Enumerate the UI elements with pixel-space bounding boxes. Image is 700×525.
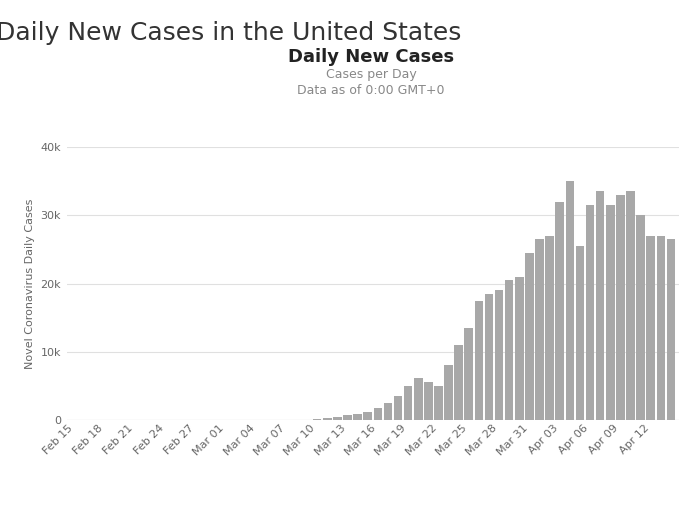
Bar <box>545 236 554 420</box>
Bar <box>414 377 423 420</box>
Text: Cases per Day: Cases per Day <box>326 68 416 81</box>
Bar <box>475 300 483 420</box>
Bar <box>434 386 442 420</box>
Bar <box>495 290 503 420</box>
Bar <box>424 382 433 420</box>
Y-axis label: Novel Coronavirus Daily Cases: Novel Coronavirus Daily Cases <box>25 198 35 369</box>
Bar <box>393 396 402 420</box>
Bar <box>636 215 645 420</box>
Bar <box>384 403 392 420</box>
Bar <box>616 195 624 420</box>
Text: Daily New Cases in the United States: Daily New Cases in the United States <box>0 21 462 45</box>
Bar <box>646 236 655 420</box>
Bar <box>465 328 473 420</box>
Bar <box>626 191 635 420</box>
Bar <box>586 205 594 420</box>
Text: Data as of 0:00 GMT+0: Data as of 0:00 GMT+0 <box>298 84 444 97</box>
Bar <box>555 202 564 420</box>
Bar <box>505 280 514 420</box>
Bar <box>444 365 453 420</box>
Bar <box>323 418 332 420</box>
Bar <box>374 408 382 420</box>
Bar <box>657 236 665 420</box>
Bar <box>536 239 544 420</box>
Bar <box>363 412 372 420</box>
Bar <box>575 246 584 420</box>
Text: Daily New Cases: Daily New Cases <box>288 48 454 66</box>
Bar <box>484 294 494 420</box>
Bar <box>566 181 574 420</box>
Bar <box>333 417 342 420</box>
Bar <box>666 239 676 420</box>
Bar <box>606 205 615 420</box>
Bar <box>454 345 463 420</box>
Bar <box>354 414 362 420</box>
Bar <box>515 277 524 420</box>
Bar <box>343 415 352 420</box>
Bar <box>404 386 412 420</box>
Bar <box>525 253 533 420</box>
Bar <box>313 418 321 420</box>
Bar <box>596 191 605 420</box>
